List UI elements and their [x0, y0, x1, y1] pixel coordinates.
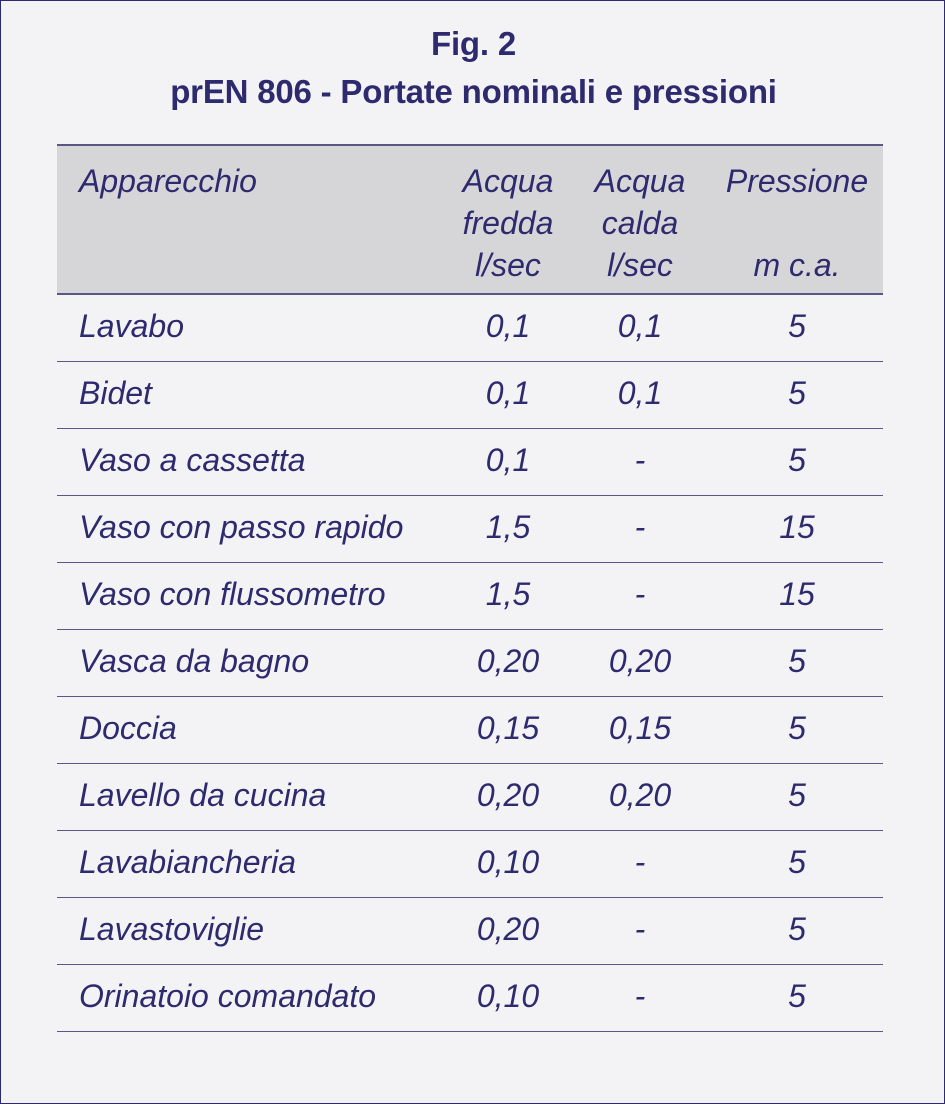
flow-pressure-table: Apparecchio Acqua fredda l/sec Acqua cal…: [57, 144, 883, 1032]
header-pressione: Pressione m c.a.: [717, 160, 877, 286]
acqua-fredda-cell: 0,1: [485, 442, 531, 478]
header-apparecchio: Apparecchio: [79, 160, 257, 202]
acqua-fredda-cell: 0,1: [485, 375, 531, 411]
apparecchio-cell: Lavello da cucina: [79, 777, 327, 813]
acqua-calda-cell: 0,20: [608, 777, 672, 813]
apparecchio-cell: Lavabiancheria: [79, 844, 297, 880]
header-line: Pressione: [725, 163, 869, 199]
pressione-cell: 5: [788, 308, 806, 344]
apparecchio-cell: Vasca da bagno: [79, 643, 310, 679]
pressione-cell: 5: [788, 643, 806, 679]
table-row: Vaso con flussometro 1,5 - 15: [57, 563, 883, 630]
apparecchio-cell: Vaso con flussometro: [79, 576, 386, 612]
table-body: Lavabo 0,1 0,1 5 Bidet 0,1 0,1 5 Vaso a cassetta…: [57, 295, 883, 1032]
pressione-cell: 5: [788, 375, 806, 411]
table-row: Vaso con passo rapido 1,5 - 15: [57, 496, 883, 563]
table-row: Orinatoio comandato 0,10 - 5: [57, 965, 883, 1032]
acqua-fredda-cell: 0,20: [476, 777, 540, 813]
table-row: Lavastoviglie 0,20 - 5: [57, 898, 883, 965]
acqua-fredda-cell: 0,20: [476, 643, 540, 679]
header-line: l/sec: [475, 247, 541, 283]
acqua-fredda-cell: 0,10: [476, 978, 540, 1014]
pressione-cell: 5: [788, 442, 806, 478]
apparecchio-cell: Lavastoviglie: [79, 911, 264, 947]
acqua-calda-cell: 0,20: [608, 643, 672, 679]
header-acqua-fredda: Acqua fredda l/sec: [445, 160, 571, 286]
pressione-cell: 5: [788, 844, 806, 880]
header-line: calda: [601, 205, 679, 241]
acqua-calda-cell: 0,1: [617, 375, 663, 411]
apparecchio-cell: Orinatoio comandato: [79, 978, 377, 1014]
acqua-fredda-cell: 0,10: [476, 844, 540, 880]
acqua-fredda-cell: 0,20: [476, 911, 540, 947]
acqua-fredda-cell: 0,1: [485, 308, 531, 344]
table-header: Apparecchio Acqua fredda l/sec Acqua cal…: [57, 144, 883, 295]
header-line: fredda: [462, 205, 554, 241]
acqua-calda-cell: -: [634, 442, 646, 478]
acqua-calda-cell: 0,1: [617, 308, 663, 344]
apparecchio-cell: Doccia: [79, 710, 177, 746]
apparecchio-cell: Bidet: [79, 375, 152, 411]
header-line: m c.a.: [753, 247, 841, 283]
apparecchio-cell: Vaso con passo rapido: [79, 509, 404, 545]
acqua-calda-cell: 0,15: [608, 710, 672, 746]
apparecchio-cell: Vaso a cassetta: [79, 442, 306, 478]
figure-title: prEN 806 - Portate nominali e pressioni: [170, 73, 777, 110]
apparecchio-cell: Lavabo: [79, 308, 184, 344]
header-acqua-calda: Acqua calda l/sec: [577, 160, 703, 286]
table-row: Bidet 0,1 0,1 5: [57, 362, 883, 429]
pressione-cell: 5: [788, 911, 806, 947]
table-row: Lavabiancheria 0,10 - 5: [57, 831, 883, 898]
header-line: l/sec: [607, 247, 673, 283]
header-spacer: [717, 202, 877, 244]
figure-label: Fig. 2: [431, 25, 516, 62]
pressione-cell: 5: [788, 777, 806, 813]
acqua-calda-cell: -: [634, 576, 646, 612]
acqua-fredda-cell: 0,15: [476, 710, 540, 746]
acqua-calda-cell: -: [634, 844, 646, 880]
acqua-fredda-cell: 1,5: [485, 509, 531, 545]
pressione-cell: 15: [779, 576, 815, 612]
table-row: Vaso a cassetta 0,1 - 5: [57, 429, 883, 496]
table-row: Lavello da cucina 0,20 0,20 5: [57, 764, 883, 831]
acqua-fredda-cell: 1,5: [485, 576, 531, 612]
pressione-cell: 15: [779, 509, 815, 545]
acqua-calda-cell: -: [634, 911, 646, 947]
pressione-cell: 5: [788, 978, 806, 1014]
acqua-calda-cell: -: [634, 978, 646, 1014]
table-row: Doccia 0,15 0,15 5: [57, 697, 883, 764]
table-row: Lavabo 0,1 0,1 5: [57, 295, 883, 362]
header-line: Acqua: [462, 163, 554, 199]
table-row: Vasca da bagno 0,20 0,20 5: [57, 630, 883, 697]
acqua-calda-cell: -: [634, 509, 646, 545]
header-line: Apparecchio: [79, 163, 257, 199]
header-line: Acqua: [594, 163, 686, 199]
pressione-cell: 5: [788, 710, 806, 746]
